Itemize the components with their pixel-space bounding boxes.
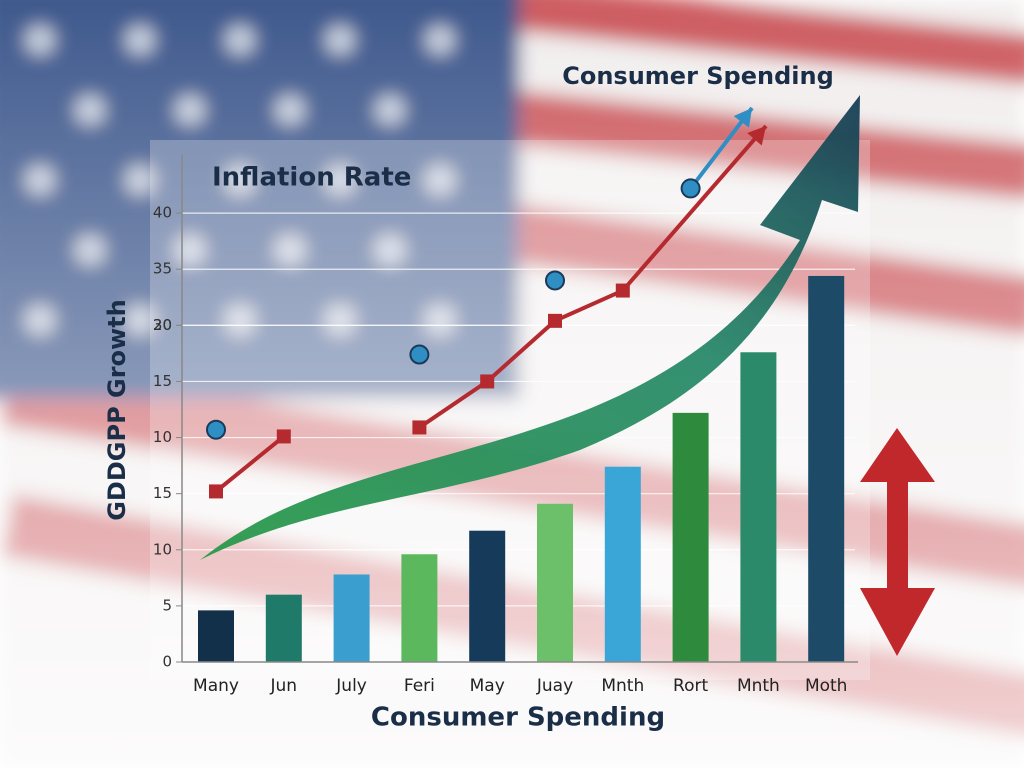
- x-tick-label: May: [470, 676, 505, 696]
- y-tick-label: 10: [153, 540, 172, 558]
- y-tick-label: 40: [153, 204, 172, 222]
- line-point: [412, 420, 427, 435]
- x-tick-label: Jun: [270, 676, 298, 696]
- x-tick-label: July: [335, 676, 367, 696]
- bar: [265, 594, 302, 662]
- y-tick-label: 10: [153, 428, 172, 446]
- arrow-head: [747, 126, 766, 146]
- line: [214, 288, 624, 493]
- line-point: [545, 270, 565, 291]
- bar: [401, 554, 438, 662]
- x-tick-label: Mnth: [737, 676, 780, 696]
- trend-arrow: [200, 95, 860, 560]
- arrow-head: [733, 108, 752, 128]
- bar: [333, 574, 370, 662]
- bar: [537, 503, 573, 662]
- y-tick-label: 5: [162, 596, 172, 614]
- line-arrow: [621, 124, 768, 292]
- x-axis-label: Consumer Spending: [371, 703, 665, 733]
- line-point: [209, 484, 223, 499]
- y-tick-label: 0: [162, 653, 172, 671]
- x-tick-label: Mnth: [601, 676, 644, 696]
- line-point: [480, 374, 495, 389]
- x-tick-label: Juay: [536, 676, 573, 696]
- x-tick-label: Moth: [805, 676, 848, 696]
- line-point: [615, 283, 630, 298]
- x-tick-label: Rort: [673, 676, 708, 696]
- bar: [469, 530, 506, 662]
- y-tick-label: 30: [153, 316, 172, 334]
- y-tick-label: 15: [153, 372, 172, 390]
- line-point: [206, 419, 226, 440]
- line-point: [548, 313, 562, 328]
- line-point: [276, 429, 291, 444]
- series-label: Consumer Spending: [562, 62, 834, 90]
- y-tick-label: 15: [153, 484, 172, 502]
- line-point: [680, 178, 701, 199]
- y-axis-label: GDDGPP Growth: [103, 299, 131, 521]
- y-tick-label: 35: [153, 260, 172, 278]
- x-tick-label: Many: [193, 676, 239, 696]
- bar: [808, 275, 845, 662]
- bar: [198, 610, 234, 662]
- series-label: Inflation Rate: [212, 163, 411, 193]
- x-tick-label: Feri: [404, 676, 435, 696]
- line-point: [409, 344, 430, 365]
- bar: [740, 352, 777, 662]
- bar: [672, 412, 709, 662]
- bar: [604, 466, 641, 662]
- y-tick-label: 20: [153, 316, 172, 334]
- double-arrow: [860, 428, 935, 656]
